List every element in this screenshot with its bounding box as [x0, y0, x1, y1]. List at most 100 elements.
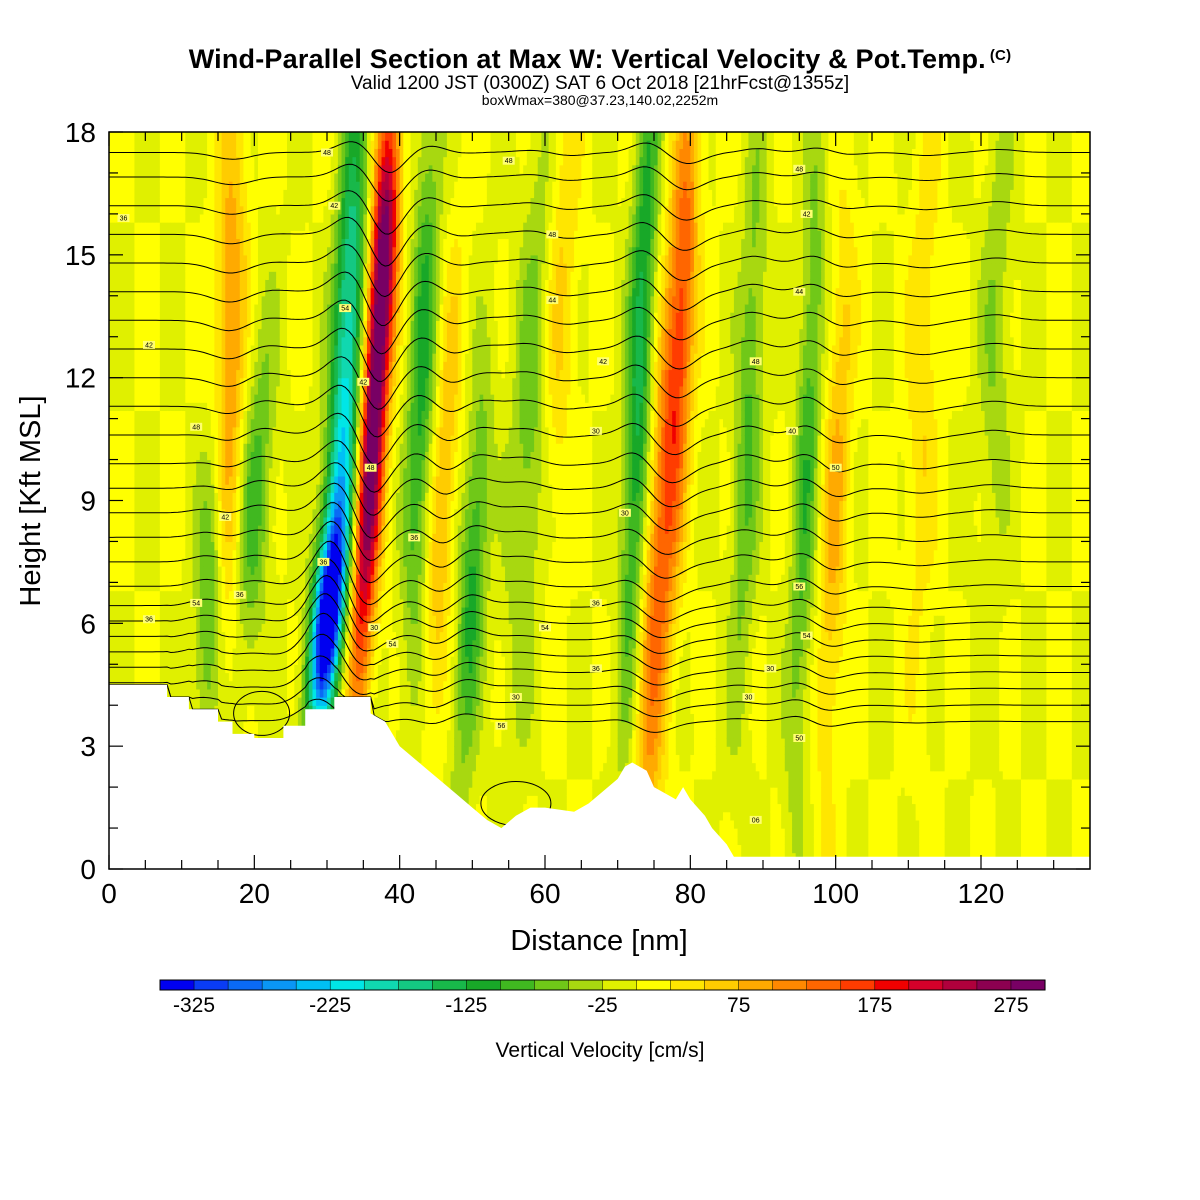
w-cell: [265, 557, 270, 567]
w-cell: [148, 377, 154, 387]
w-cell: [268, 492, 274, 502]
w-cell: [210, 156, 215, 166]
w-cell: [254, 312, 259, 321]
w-cell: [297, 213, 303, 223]
w-cell: [294, 164, 299, 174]
w-cell: [181, 525, 186, 534]
w-cell: [181, 590, 186, 600]
w-cell: [178, 525, 183, 534]
w-cell: [112, 410, 117, 420]
w-cell: [112, 328, 117, 338]
w-cell: [265, 132, 270, 141]
w-cell: [196, 475, 201, 485]
w-cell: [134, 467, 139, 477]
w-cell: [257, 369, 263, 379]
w-cell: [178, 238, 183, 248]
w-cell: [145, 500, 150, 510]
w-cell: [257, 549, 263, 559]
w-cell: [167, 492, 172, 502]
w-cell: [196, 263, 201, 272]
w-cell: [301, 263, 306, 272]
w-cell: [123, 492, 128, 502]
w-cell: [163, 279, 168, 289]
w-cell: [210, 279, 215, 289]
w-cell: [123, 598, 128, 608]
w-cell: [294, 213, 299, 223]
w-cell: [301, 484, 306, 493]
w-cell: [167, 475, 172, 485]
w-cell: [207, 533, 212, 543]
w-cell: [134, 434, 139, 444]
w-cell: [119, 410, 125, 420]
w-cell: [207, 238, 212, 248]
w-cell: [185, 164, 190, 174]
w-cell: [265, 647, 270, 657]
w-cell: [134, 394, 139, 403]
w-cell: [257, 164, 263, 174]
w-cell: [276, 418, 281, 428]
w-cell: [290, 394, 295, 403]
w-cell: [221, 713, 226, 723]
w-cell: [250, 156, 255, 166]
w-cell: [207, 230, 212, 240]
w-cell: [178, 516, 183, 526]
w-cell: [130, 443, 136, 452]
w-cell: [265, 590, 270, 600]
w-cell: [268, 164, 274, 174]
w-cell: [199, 369, 205, 379]
w-cell: [203, 377, 208, 387]
w-cell: [287, 263, 292, 272]
w-cell: [268, 574, 274, 583]
w-cell: [236, 140, 241, 149]
w-cell: [119, 140, 125, 149]
w-cell: [239, 541, 245, 551]
w-cell: [232, 713, 237, 723]
w-cell: [268, 238, 274, 248]
w-cell: [239, 713, 245, 723]
w-cell: [225, 189, 230, 199]
w-cell: [170, 451, 175, 461]
w-cell: [163, 656, 168, 665]
w-cell: [145, 271, 150, 280]
w-cell: [152, 426, 157, 436]
w-cell: [297, 295, 303, 305]
w-cell: [261, 639, 266, 649]
w-cell: [192, 263, 197, 272]
w-cell: [268, 328, 274, 338]
w-cell: [236, 418, 241, 428]
w-cell: [257, 295, 263, 305]
w-cell: [294, 500, 299, 510]
w-cell: [138, 623, 143, 633]
w-cell: [236, 639, 241, 649]
w-cell: [207, 418, 212, 428]
w-cell: [301, 230, 306, 240]
w-cell: [134, 623, 139, 633]
w-cell: [225, 451, 230, 461]
w-cell: [279, 508, 284, 518]
w-cell: [203, 344, 208, 354]
w-cell: [207, 213, 212, 223]
w-cell: [257, 566, 263, 575]
w-cell: [221, 697, 226, 706]
w-cell: [247, 516, 252, 526]
w-cell: [156, 189, 161, 199]
w-cell: [174, 205, 179, 215]
w-cell: [196, 230, 201, 240]
w-cell: [297, 287, 303, 297]
w-cell: [109, 246, 114, 256]
w-cell: [214, 410, 219, 420]
w-cell: [210, 566, 215, 575]
w-cell: [188, 516, 194, 526]
w-cell: [174, 312, 179, 321]
w-cell: [207, 492, 212, 502]
w-cell: [145, 451, 150, 461]
w-cell: [254, 336, 259, 346]
w-cell: [250, 132, 255, 141]
w-cell: [247, 230, 252, 240]
w-cell: [152, 279, 157, 289]
w-cell: [297, 394, 303, 403]
w-cell: [112, 590, 117, 600]
w-cell: [283, 525, 288, 534]
w-cell: [247, 263, 252, 272]
w-cell: [203, 303, 208, 313]
